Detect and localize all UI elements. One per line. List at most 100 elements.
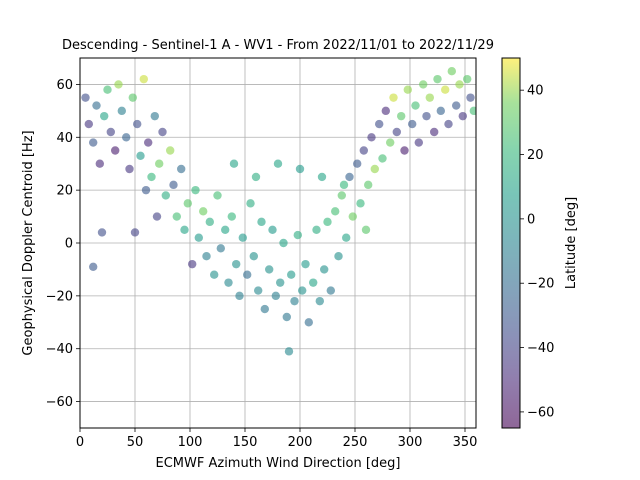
data-point — [152, 212, 162, 221]
data-point — [122, 133, 131, 142]
data-point — [361, 225, 371, 234]
colorbar-label: Latitude [deg] — [564, 197, 579, 289]
data-point — [232, 259, 241, 269]
data-point — [136, 151, 145, 160]
y-tick-label: 60 — [56, 78, 73, 93]
data-point — [408, 119, 417, 129]
data-point — [375, 119, 384, 129]
data-point — [469, 106, 476, 116]
data-point — [359, 146, 368, 155]
data-point — [317, 172, 327, 182]
data-point — [298, 286, 307, 295]
data-point — [111, 146, 120, 155]
data-point — [309, 278, 318, 287]
data-point — [210, 270, 219, 279]
y-tick-label: −60 — [46, 395, 73, 410]
data-point — [81, 93, 90, 102]
data-point — [224, 278, 233, 287]
data-point — [144, 138, 153, 147]
colorbar-tick-label: 40 — [527, 84, 544, 99]
data-point — [95, 159, 105, 168]
data-point — [238, 233, 247, 242]
data-point — [326, 286, 335, 295]
data-point — [150, 111, 159, 121]
data-point — [392, 127, 401, 137]
data-point — [188, 259, 197, 269]
data-point — [183, 199, 192, 208]
colorbar-tick-label: 0 — [527, 212, 535, 227]
data-point — [422, 111, 431, 121]
data-point — [128, 93, 137, 102]
data-point — [452, 101, 461, 110]
data-point — [89, 262, 98, 271]
y-tick-label: −20 — [46, 289, 73, 304]
data-point — [323, 217, 332, 227]
data-point — [114, 80, 123, 89]
y-tick-label: 20 — [56, 184, 73, 199]
data-point — [356, 199, 365, 208]
data-point — [133, 119, 142, 129]
data-point — [419, 80, 428, 89]
data-point — [276, 278, 285, 287]
data-point — [389, 93, 398, 102]
data-point — [367, 133, 376, 142]
data-point — [315, 296, 324, 306]
x-tick-label: 0 — [76, 435, 84, 450]
data-point — [194, 233, 203, 242]
data-point — [158, 127, 167, 137]
y-tick-label: 0 — [65, 237, 73, 252]
data-points — [81, 67, 476, 356]
data-point — [334, 252, 343, 261]
x-tick-label: 350 — [453, 435, 478, 450]
x-tick-label: 50 — [127, 435, 144, 450]
data-point — [342, 233, 351, 242]
data-point — [117, 106, 127, 116]
data-point — [260, 304, 269, 314]
data-point — [100, 111, 109, 121]
data-point — [199, 207, 208, 216]
data-point — [84, 119, 94, 129]
data-point — [155, 159, 164, 168]
data-point — [254, 286, 263, 295]
data-point — [141, 185, 151, 195]
data-point — [180, 225, 189, 234]
data-point — [403, 85, 412, 94]
x-tick-label: 100 — [178, 435, 203, 450]
data-point — [436, 106, 445, 116]
data-point — [177, 164, 186, 174]
data-point — [227, 212, 236, 221]
data-point — [243, 270, 252, 279]
data-point — [92, 101, 101, 110]
x-tick-label: 150 — [233, 435, 258, 450]
y-tick-label: −40 — [46, 342, 73, 357]
data-point — [304, 318, 313, 327]
data-point — [216, 244, 225, 253]
data-point — [130, 228, 140, 237]
grid — [79, 58, 476, 428]
data-point — [295, 164, 305, 174]
data-point — [433, 74, 442, 84]
data-point — [447, 67, 456, 76]
data-point — [147, 172, 156, 182]
data-point — [301, 259, 310, 269]
data-point — [455, 80, 464, 89]
colorbar-ticks: −60 −40 −20 0 20 40 — [520, 84, 554, 420]
colorbar-tick-label: −20 — [527, 277, 554, 292]
data-point — [282, 312, 291, 322]
data-point — [161, 191, 170, 200]
y-axis-label: Geophysical Doppler Centroid [Hz] — [21, 130, 36, 355]
data-point — [411, 101, 420, 110]
data-point — [378, 154, 387, 163]
data-point — [466, 93, 475, 102]
data-point — [287, 270, 296, 279]
data-point — [345, 172, 354, 182]
data-point — [235, 291, 244, 301]
data-point — [265, 265, 274, 274]
data-point — [430, 127, 439, 137]
y-axis-ticks: −60 −40 −20 0 20 40 60 — [46, 78, 80, 410]
data-point — [337, 191, 346, 200]
data-point — [103, 85, 112, 94]
colorbar-tick-label: 20 — [527, 148, 544, 163]
data-point — [97, 228, 107, 237]
data-point — [386, 138, 395, 147]
